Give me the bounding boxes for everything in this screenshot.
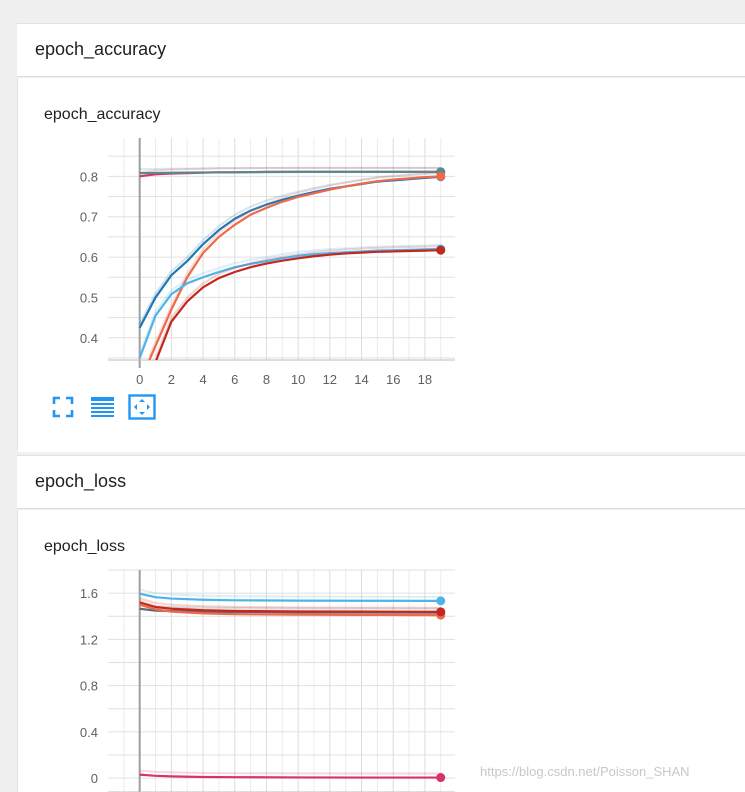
chart-card-accuracy: epoch_accuracy 0.4 0.5 0.6 0.7 0.8 0 2 4 6 8 10 12 1… bbox=[17, 78, 745, 452]
section-header-loss[interactable]: epoch_loss bbox=[17, 455, 745, 509]
x-tick-label: 0 bbox=[136, 372, 143, 387]
section-title: epoch_loss bbox=[35, 471, 127, 491]
series-raw-line bbox=[139, 166, 441, 174]
x-tick-label: 4 bbox=[199, 372, 206, 387]
series-end-point bbox=[436, 596, 446, 606]
y-tick-label: 0.7 bbox=[80, 210, 98, 225]
series-raw-line bbox=[139, 769, 441, 775]
x-tick-label: 10 bbox=[291, 372, 305, 387]
series-end-point bbox=[436, 171, 446, 181]
series-line bbox=[139, 603, 441, 617]
y-tick-label: 0.8 bbox=[80, 679, 98, 694]
section-title: epoch_accuracy bbox=[35, 39, 167, 59]
series-raw-line bbox=[138, 244, 441, 355]
series-raw-line bbox=[139, 588, 441, 598]
y-tick-label: 0 bbox=[91, 771, 98, 786]
series-line bbox=[139, 170, 441, 175]
y-tick-label: 0.6 bbox=[80, 250, 98, 265]
series-end-point bbox=[436, 607, 446, 617]
section-header-accuracy[interactable]: epoch_accuracy bbox=[17, 23, 745, 77]
chart-card-loss: epoch_loss 00.40.81.21.6024681012141618 bbox=[17, 510, 745, 792]
series-end-point bbox=[436, 773, 446, 783]
x-tick-label: 12 bbox=[323, 372, 337, 387]
series-raw-line bbox=[138, 171, 441, 325]
chart-title: epoch_loss bbox=[44, 538, 125, 555]
y-tick-label: 0.4 bbox=[80, 331, 98, 346]
y-tick-label: 0.4 bbox=[80, 725, 98, 740]
chart-controls bbox=[52, 394, 182, 422]
series-raw-line bbox=[139, 597, 441, 609]
data-table-icon[interactable] bbox=[90, 396, 116, 420]
x-tick-label: 8 bbox=[263, 372, 270, 387]
x-tick-label: 18 bbox=[418, 372, 432, 387]
series-raw-line bbox=[155, 245, 441, 356]
series-raw-line bbox=[148, 171, 441, 356]
series-line bbox=[139, 773, 441, 779]
watermark: https://blog.csdn.net/Poisson_SHAN bbox=[480, 764, 690, 779]
series-raw-line bbox=[139, 166, 441, 171]
fit-domain-icon[interactable] bbox=[128, 394, 156, 420]
loss-chart[interactable]: 00.40.81.21.6024681012141618 bbox=[18, 510, 745, 792]
y-tick-label: 0.8 bbox=[80, 169, 98, 184]
accuracy-chart[interactable]: 0.4 0.5 0.6 0.7 0.8 0 2 4 6 8 10 12 14 16 18 bbox=[18, 78, 745, 387]
x-tick-label: 14 bbox=[354, 372, 368, 387]
series-line bbox=[139, 601, 441, 613]
series-line bbox=[138, 247, 441, 359]
y-tick-label: 0.5 bbox=[80, 290, 98, 305]
series-line bbox=[148, 175, 441, 360]
y-tick-label: 1.2 bbox=[80, 632, 98, 647]
chart-title: epoch_accuracy bbox=[44, 106, 161, 123]
series-line bbox=[139, 592, 441, 602]
x-tick-label: 6 bbox=[231, 372, 238, 387]
x-tick-label: 2 bbox=[168, 372, 175, 387]
x-tick-label: 16 bbox=[386, 372, 400, 387]
series-end-point bbox=[436, 245, 446, 255]
y-tick-label: 1.6 bbox=[80, 586, 98, 601]
fullscreen-icon[interactable] bbox=[52, 396, 78, 420]
series-line bbox=[155, 249, 441, 360]
